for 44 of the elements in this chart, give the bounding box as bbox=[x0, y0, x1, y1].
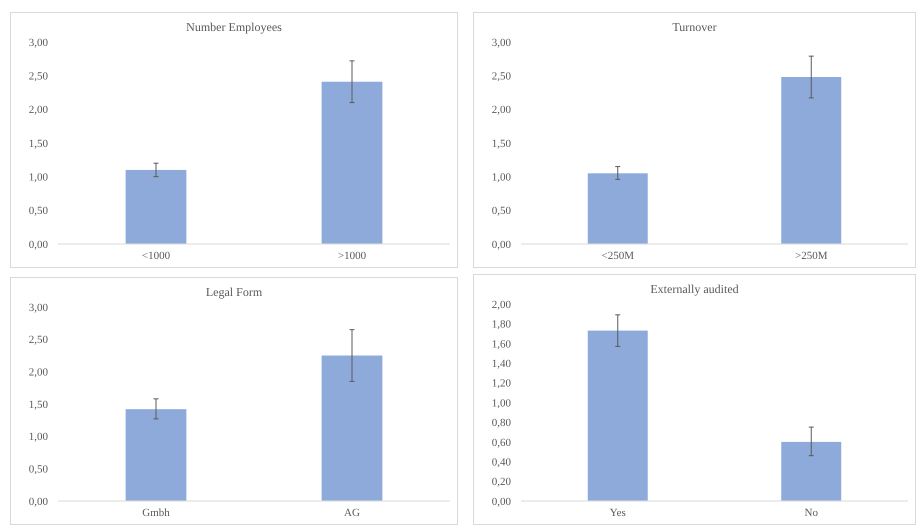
chart-title: Legal Form bbox=[206, 285, 263, 299]
x-tick-label: Gmbh bbox=[142, 507, 170, 519]
y-tick-label: 1,50 bbox=[492, 138, 512, 150]
chart-title: Turnover bbox=[672, 20, 717, 34]
chart-title: Number Employees bbox=[186, 20, 282, 34]
x-tick-label: <250M bbox=[602, 250, 634, 262]
y-tick-label: 2,50 bbox=[28, 334, 48, 346]
y-tick-label: 2,00 bbox=[28, 366, 48, 379]
x-tick-label: >1000 bbox=[338, 250, 367, 262]
y-tick-label: 0,50 bbox=[28, 464, 48, 476]
x-tick-label: No bbox=[804, 507, 818, 519]
y-tick-label: 1,20 bbox=[492, 378, 512, 390]
y-tick-label: 0,60 bbox=[492, 436, 512, 449]
y-tick-label: 3,00 bbox=[28, 302, 48, 314]
y-tick-label: 0,50 bbox=[492, 205, 512, 218]
y-tick-label: 1,60 bbox=[492, 338, 512, 350]
y-tick-label: 1,80 bbox=[492, 318, 512, 331]
y-tick-label: 0,20 bbox=[492, 476, 512, 488]
y-tick-label: 0,00 bbox=[492, 238, 512, 251]
y-tick-label: 0,40 bbox=[492, 456, 512, 468]
x-tick-label: Yes bbox=[610, 507, 626, 519]
y-tick-label: 2,00 bbox=[492, 298, 512, 311]
y-tick-label: 0,00 bbox=[492, 496, 512, 508]
y-tick-label: 0,80 bbox=[492, 417, 512, 430]
y-tick-label: 1,40 bbox=[492, 358, 512, 370]
x-tick-label: >250M bbox=[795, 250, 828, 262]
y-tick-label: 0,00 bbox=[28, 496, 48, 508]
y-tick-label: 1,50 bbox=[28, 398, 48, 411]
y-tick-label: 2,00 bbox=[492, 104, 512, 116]
y-tick-label: 3,00 bbox=[492, 36, 512, 49]
y-tick-label: 3,00 bbox=[28, 36, 48, 49]
y-tick-label: 2,50 bbox=[492, 70, 512, 83]
y-tick-label: 1,00 bbox=[492, 397, 512, 410]
y-tick-label: 1,50 bbox=[28, 138, 48, 150]
chart-title: Externally audited bbox=[650, 282, 739, 296]
y-tick-label: 0,50 bbox=[28, 205, 48, 218]
y-tick-label: 1,00 bbox=[492, 172, 512, 184]
y-tick-label: 1,00 bbox=[28, 172, 48, 184]
y-tick-label: 0,00 bbox=[28, 238, 48, 251]
y-tick-label: 1,00 bbox=[28, 431, 48, 444]
x-tick-label: <1000 bbox=[142, 250, 171, 262]
y-tick-label: 2,50 bbox=[28, 70, 48, 83]
x-tick-label: AG bbox=[344, 507, 360, 519]
y-tick-label: 2,00 bbox=[28, 104, 48, 116]
